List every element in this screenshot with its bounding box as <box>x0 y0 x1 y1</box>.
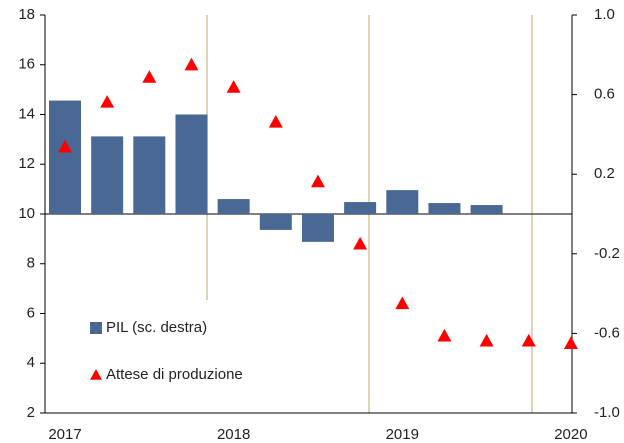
bar <box>470 205 503 214</box>
legend-swatch <box>90 369 102 380</box>
y2-tick-label: 0.6 <box>594 86 615 103</box>
x-tick-label: 2019 <box>386 426 419 443</box>
marker <box>521 333 536 347</box>
x-tick-label: 2017 <box>48 426 81 443</box>
x-tick-label: 2018 <box>217 426 250 443</box>
marker <box>479 333 494 347</box>
bar <box>133 136 166 214</box>
bar <box>49 100 81 214</box>
marker <box>437 328 452 342</box>
y-tick-label: 8 <box>27 255 35 272</box>
bar <box>91 136 124 214</box>
marker <box>395 296 410 310</box>
marker <box>142 70 157 83</box>
y2-tick-label: -0.2 <box>594 245 620 262</box>
bar <box>428 203 461 214</box>
bar <box>386 190 419 214</box>
marker <box>100 95 115 108</box>
marker <box>563 336 578 349</box>
y2-tick-label: 1.0 <box>594 6 615 23</box>
y-tick-label: 2 <box>27 404 35 421</box>
y-tick-label: 14 <box>18 105 35 122</box>
y2-tick-label: -1.0 <box>594 404 620 421</box>
x-tick-label: 2020 <box>554 426 587 443</box>
marker <box>184 57 199 71</box>
marker <box>310 174 325 188</box>
bar <box>217 199 250 214</box>
y-tick-label: 16 <box>18 56 35 73</box>
legend-label: PIL (sc. destra) <box>106 319 207 336</box>
marker <box>226 80 241 93</box>
y-tick-label: 18 <box>18 6 35 23</box>
legend-label: Attese di produzione <box>106 366 243 383</box>
marker <box>58 139 72 153</box>
y-tick-label: 4 <box>27 354 35 371</box>
y2-tick-label: 0.2 <box>594 165 615 182</box>
legend-swatch <box>90 322 102 334</box>
bar <box>301 214 334 242</box>
y-tick-label: 6 <box>27 304 35 321</box>
bar <box>344 202 377 214</box>
bar <box>259 214 292 230</box>
marker <box>268 114 283 128</box>
y-tick-label: 10 <box>18 205 35 222</box>
y2-tick-label: -0.6 <box>594 324 620 341</box>
y-tick-label: 12 <box>18 155 35 172</box>
marker <box>353 236 368 250</box>
bar <box>175 114 208 214</box>
